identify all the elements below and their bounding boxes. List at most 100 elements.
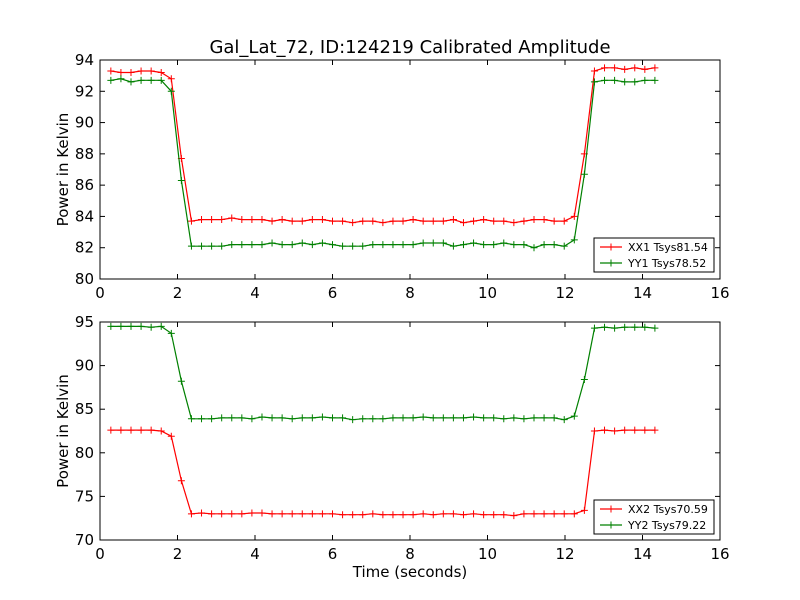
x-tick-label: 12: [555, 284, 574, 302]
data-point-marker: [258, 241, 266, 249]
data-point-marker: [288, 415, 296, 423]
data-point-marker: [560, 510, 568, 518]
data-point-marker: [308, 414, 316, 422]
x-tick-label: 16: [710, 284, 729, 302]
data-point-marker: [268, 414, 276, 422]
data-point-marker: [480, 216, 488, 224]
data-point-marker: [187, 510, 195, 518]
x-tick-label: 4: [250, 545, 260, 563]
data-point-marker: [590, 67, 598, 75]
data-point-marker: [167, 75, 175, 83]
data-point-marker: [228, 241, 236, 249]
data-point-marker: [117, 426, 125, 434]
data-point-marker: [339, 414, 347, 422]
data-point-marker: [369, 415, 377, 423]
data-point-marker: [107, 426, 115, 434]
data-point-marker: [449, 510, 457, 518]
legend: XX2 Tsys70.59 YY2 Tsys79.22: [593, 499, 715, 535]
data-point-marker: [590, 324, 598, 332]
data-point-marker: [590, 427, 598, 435]
data-point-marker: [258, 509, 266, 517]
data-point-marker: [510, 219, 518, 227]
data-point-marker: [339, 511, 347, 519]
data-point-marker: [490, 414, 498, 422]
data-point-marker: [641, 65, 649, 73]
legend-entry-label: XX1 Tsys81.54: [628, 241, 708, 254]
data-point-marker: [359, 217, 367, 225]
legend-box: [593, 237, 715, 273]
y-tick-label: 88: [75, 145, 94, 163]
data-point-marker: [349, 511, 357, 519]
data-point-marker: [157, 76, 165, 84]
data-point-marker: [480, 511, 488, 519]
x-axis-label: Time (seconds): [352, 563, 468, 581]
legend-marker: [607, 259, 615, 267]
x-tick-label: 16: [710, 545, 729, 563]
data-point-marker: [107, 322, 115, 330]
data-point-marker: [530, 216, 538, 224]
data-point-marker: [550, 241, 558, 249]
data-point-marker: [147, 76, 155, 84]
data-point-marker: [318, 239, 326, 247]
x-tick-label: 2: [173, 545, 183, 563]
data-point-marker: [389, 217, 397, 225]
x-tick-label: 8: [405, 545, 415, 563]
y-tick-label: 80: [75, 270, 94, 288]
x-tick-label: 6: [328, 284, 338, 302]
data-point-marker: [611, 427, 619, 435]
data-point-marker: [490, 241, 498, 249]
x-tick-label: 0: [95, 284, 105, 302]
data-point-marker: [399, 217, 407, 225]
data-point-marker: [248, 509, 256, 517]
data-point-marker: [359, 511, 367, 519]
data-point-marker: [308, 216, 316, 224]
data-point-marker: [520, 415, 528, 423]
data-point-marker: [399, 511, 407, 519]
data-point-marker: [198, 216, 206, 224]
y-tick-label: 80: [75, 444, 94, 462]
data-point-marker: [651, 76, 659, 84]
data-point-marker: [248, 216, 256, 224]
data-point-marker: [359, 242, 367, 250]
data-point-marker: [349, 416, 357, 424]
data-point-marker: [530, 244, 538, 252]
data-point-marker: [339, 217, 347, 225]
data-point-marker: [167, 432, 175, 440]
data-point-marker: [379, 241, 387, 249]
data-point-marker: [137, 426, 145, 434]
data-point-marker: [490, 217, 498, 225]
data-point-marker: [490, 511, 498, 519]
data-point-marker: [208, 415, 216, 423]
data-point-marker: [580, 170, 588, 178]
data-point-marker: [107, 76, 115, 84]
data-point-marker: [117, 69, 125, 77]
x-tick-label: 0: [95, 545, 105, 563]
data-point-marker: [439, 510, 447, 518]
data-point-marker: [127, 69, 135, 77]
data-point-marker: [560, 242, 568, 250]
y-tick-label: 90: [75, 114, 94, 132]
data-point-marker: [459, 241, 467, 249]
y-tick-label: 84: [75, 207, 94, 225]
data-point-marker: [409, 414, 417, 422]
data-point-marker: [258, 216, 266, 224]
data-point-marker: [137, 67, 145, 75]
y-tick-label: 90: [75, 357, 94, 375]
data-point-marker: [177, 377, 185, 385]
legend-entry-label: YY2 Tsys79.22: [627, 519, 706, 532]
data-point-marker: [389, 511, 397, 519]
data-point-marker: [429, 239, 437, 247]
data-point-marker: [631, 64, 639, 72]
data-point-marker: [631, 426, 639, 434]
data-point-marker: [520, 241, 528, 249]
data-point-marker: [298, 510, 306, 518]
data-point-marker: [570, 412, 578, 420]
data-point-marker: [147, 323, 155, 331]
data-point-marker: [590, 78, 598, 86]
data-point-marker: [480, 414, 488, 422]
data-point-marker: [550, 510, 558, 518]
plot-frame: [99, 321, 721, 541]
data-point-marker: [187, 415, 195, 423]
data-point-marker: [510, 414, 518, 422]
